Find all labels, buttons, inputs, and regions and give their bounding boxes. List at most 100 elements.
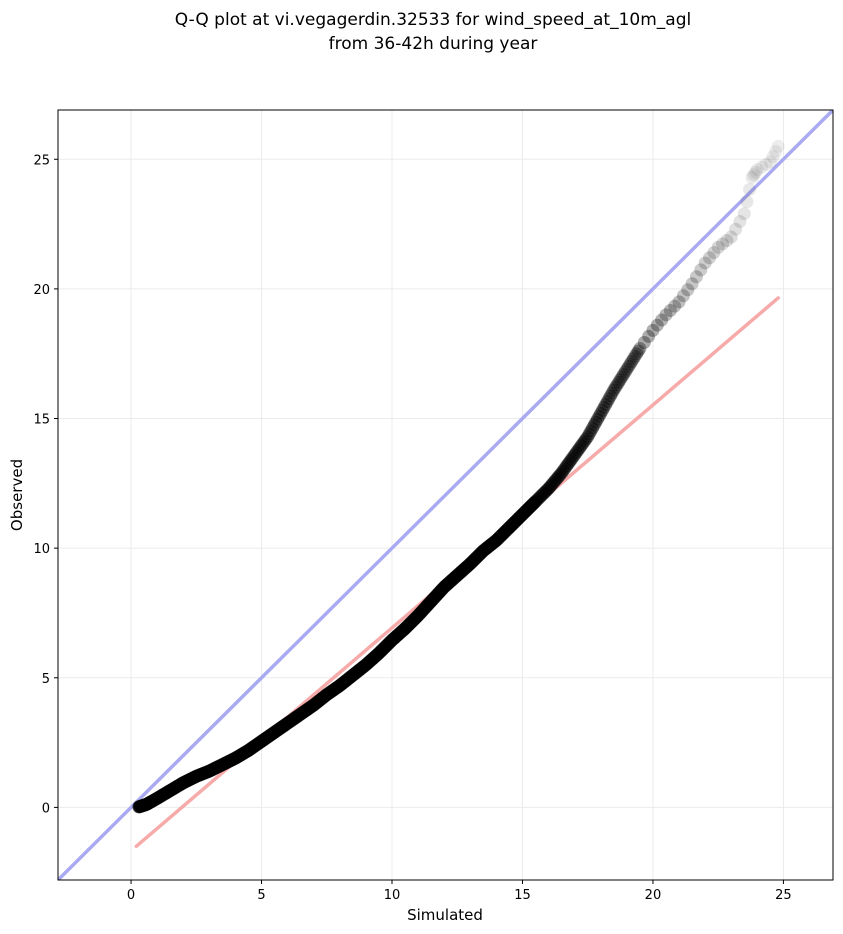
quantile-points (132, 139, 785, 814)
quantile-point (600, 395, 614, 409)
x-tick-label: 10 (384, 888, 401, 903)
quantile-point (582, 427, 596, 441)
quantile-point (610, 378, 624, 392)
figure-title: Q-Q plot at vi.vegagerdin.32533 for wind… (175, 10, 691, 54)
quantile-point (577, 434, 591, 448)
quantile-point (569, 446, 583, 460)
quantile-point (589, 415, 603, 429)
quantile-point (711, 240, 725, 254)
quantile-point (771, 139, 785, 153)
quantile-point (749, 165, 763, 179)
quantile-point (724, 230, 738, 244)
quantile-point (618, 365, 632, 379)
quantile-point (642, 329, 656, 343)
quantile-point (681, 283, 695, 297)
quantile-point (763, 155, 777, 169)
quantile-point (740, 195, 754, 209)
y-tick-label: 10 (33, 542, 50, 557)
y-tick-label: 5 (42, 672, 50, 687)
quantile-point (720, 233, 734, 247)
quantile-point (612, 375, 626, 389)
y-tick-label: 15 (33, 413, 50, 428)
quantile-point (742, 183, 756, 197)
x-tick-label: 20 (645, 888, 662, 903)
gridlines (58, 110, 833, 880)
quantile-point (750, 163, 764, 177)
y-tick-label: 25 (33, 153, 50, 168)
y-tick-label: 20 (33, 283, 50, 298)
quantile-point (631, 344, 645, 358)
quantile-point (574, 439, 588, 453)
quantile-point (637, 335, 651, 349)
quantile-point (745, 170, 759, 184)
quantile-point (628, 349, 642, 363)
quantile-point (597, 401, 611, 414)
quantile-point (599, 398, 613, 412)
title-line-2: from 36-42h during year (329, 34, 538, 54)
quantile-point (595, 403, 609, 417)
quantile-point (594, 406, 608, 420)
title-line-1: Q-Q plot at vi.vegagerdin.32533 for wind… (175, 10, 691, 30)
quantile-point (755, 160, 769, 174)
quantile-point (602, 392, 616, 406)
quantile-point (592, 409, 606, 423)
quantile-point (626, 352, 640, 366)
quantile-point (615, 370, 629, 384)
y-tick-label: 0 (42, 801, 50, 816)
x-tick-label: 15 (514, 888, 531, 903)
quantile-point (625, 354, 639, 368)
quantile-point (571, 443, 585, 457)
x-axis-ticks: 0 5 10 15 20 25 (127, 880, 792, 903)
quantile-point (617, 367, 631, 381)
quantile-point (579, 432, 593, 446)
x-tick-label: 0 (127, 888, 135, 903)
quantile-point (702, 251, 716, 265)
quantile-point (694, 263, 708, 277)
quantile-point (563, 455, 577, 469)
quantile-point (766, 150, 780, 164)
quantile-point (581, 430, 595, 444)
quantile-point (584, 424, 598, 438)
quantile-point (587, 418, 601, 432)
quantile-point (668, 299, 682, 313)
plot-frame (57, 109, 834, 881)
quantile-point (608, 380, 622, 394)
quantile-point (698, 256, 712, 270)
quantile-point (716, 237, 730, 251)
quantile-point (689, 270, 703, 284)
quantile-point (646, 323, 660, 337)
quantile-point (747, 168, 761, 182)
quantile-point (769, 144, 783, 158)
quantile-point (566, 450, 580, 464)
quantile-point (613, 373, 627, 387)
quantile-point (737, 207, 751, 221)
quantile-point (564, 452, 578, 466)
identity-reference-line (58, 110, 833, 880)
x-axis-label: Simulated (407, 906, 483, 924)
quantile-point (573, 441, 587, 455)
quantile-point (621, 360, 635, 374)
quantile-point (707, 246, 721, 260)
quantile-point (685, 277, 699, 291)
quantile-point (655, 313, 669, 327)
quantile-point (676, 289, 690, 303)
quantile-point (759, 157, 773, 171)
quantile-point (659, 308, 673, 322)
quantile-point (576, 436, 590, 450)
x-tick-label: 5 (257, 888, 265, 903)
quantile-point (604, 389, 618, 403)
quantile-point (630, 347, 644, 361)
quantile-point (633, 342, 647, 356)
x-tick-label: 25 (775, 888, 792, 903)
quantile-point (733, 214, 747, 228)
quantile-point (605, 386, 619, 400)
quantile-point (590, 412, 604, 426)
y-axis-ticks: 0 5 10 15 20 25 (33, 153, 58, 816)
quantile-point (568, 448, 582, 462)
quantile-point (663, 303, 677, 317)
quantile-point (623, 357, 637, 371)
y-axis-label: Observed (8, 459, 26, 531)
quantile-point (620, 362, 634, 376)
quantile-point (672, 295, 686, 309)
